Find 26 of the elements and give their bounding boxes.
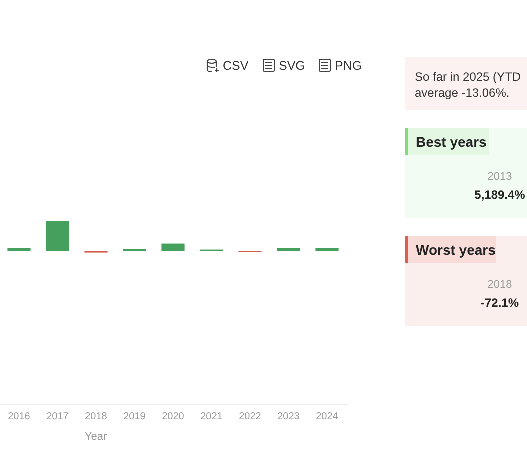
text: 2018	[488, 279, 512, 291]
text: So far in 2025 (YTD	[415, 70, 522, 84]
x-tick-label: 2017	[46, 412, 70, 422]
text: CSV	[223, 59, 250, 73]
text: -72.1%	[480, 296, 520, 310]
x-tick-label: 2016	[8, 412, 31, 422]
bar	[162, 244, 185, 251]
text: average -13.06%.	[415, 86, 510, 100]
text: PNG	[335, 59, 362, 73]
x-tick-label: 2022	[239, 412, 262, 422]
x-tick-label: 2021	[200, 412, 224, 422]
text: 5,189.4%	[474, 188, 526, 202]
text: SVG	[279, 59, 306, 73]
text: Worst years	[416, 242, 496, 258]
x-tick-label: 2024	[316, 412, 339, 422]
text: 2013	[488, 171, 512, 183]
text: Best years	[416, 134, 488, 150]
bar	[316, 248, 339, 251]
x-tick-label: 2023	[278, 412, 300, 422]
x-tick-label: 2019	[124, 412, 146, 422]
x-tick-label: 2020	[162, 412, 185, 422]
x-tick-label: 2018	[85, 412, 108, 422]
bar	[46, 221, 70, 251]
bar	[277, 248, 300, 251]
x-axis-title: Year	[84, 431, 108, 443]
bar	[8, 248, 31, 251]
